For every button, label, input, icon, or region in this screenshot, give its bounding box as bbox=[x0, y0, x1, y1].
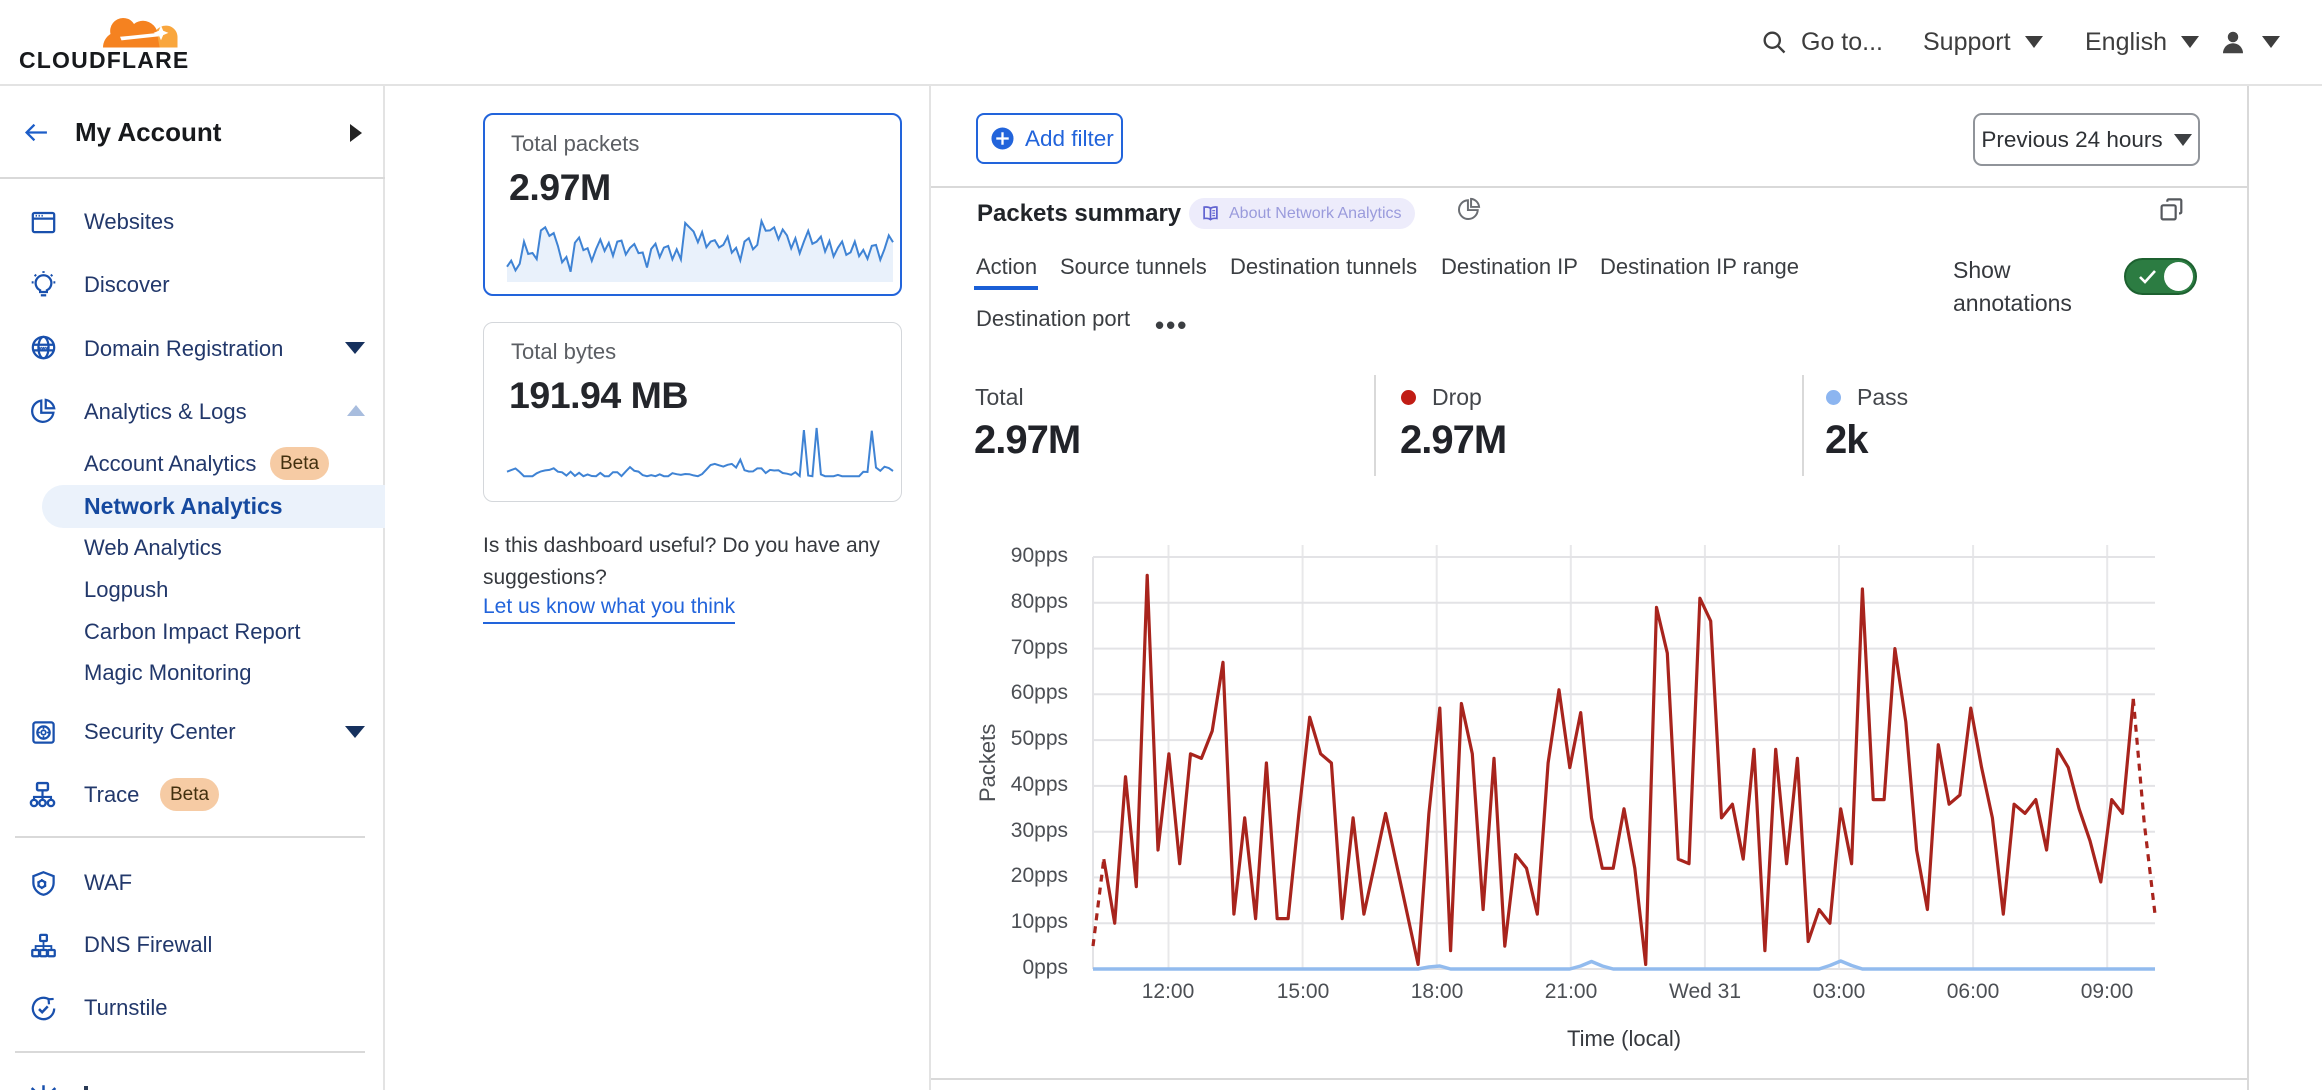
svg-text:www: www bbox=[38, 346, 49, 351]
